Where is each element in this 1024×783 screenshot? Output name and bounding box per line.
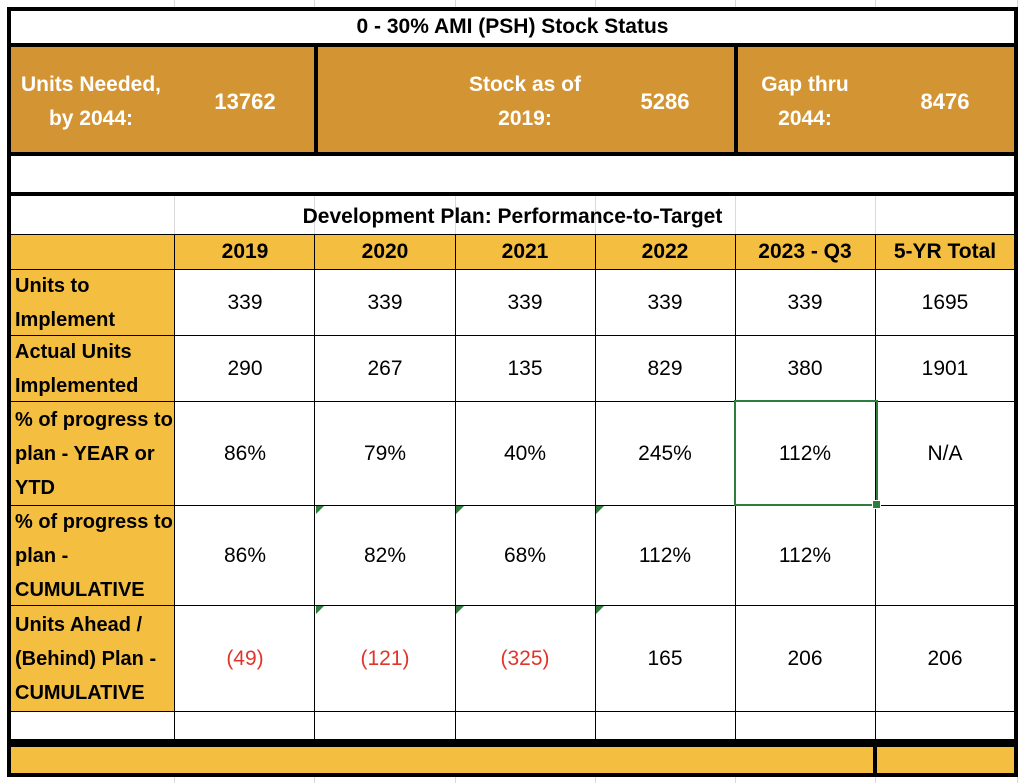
cell-actual-units-2023[interactable]: 380 — [787, 356, 823, 380]
cell-indicator-triangle — [316, 606, 324, 614]
row-label-progress-cumulative[interactable]: % of progress to plan - CUMULATIVE — [15, 510, 173, 601]
cell-ahead-behind-2022[interactable]: 165 — [647, 646, 683, 670]
cell-progress-cumulative-total[interactable] — [875, 506, 1015, 605]
cell-progress-year-2021[interactable]: 40% — [503, 441, 547, 465]
cell-units-to-implement-2022[interactable]: 339 — [647, 290, 683, 314]
plan-header-row — [11, 234, 1014, 269]
header-2019[interactable]: 2019 — [221, 239, 269, 263]
stats-separator — [734, 43, 738, 156]
gap-label[interactable]: Gap thru 2044: — [761, 73, 849, 130]
row-label-units-to-implement[interactable]: Units to Implement — [15, 274, 116, 331]
cell-indicator-triangle — [456, 606, 464, 614]
header-2022[interactable]: 2022 — [641, 239, 689, 263]
cell-progress-cumulative-2019[interactable]: 86% — [223, 543, 267, 567]
cell-progress-year-2023[interactable]: 112% — [778, 441, 832, 465]
cell-indicator-triangle — [456, 506, 464, 514]
bottom-band — [7, 743, 1018, 777]
cell-actual-units-2020[interactable]: 267 — [367, 356, 403, 380]
grid-line — [11, 335, 1014, 336]
cell-progress-year-2020[interactable]: 79% — [363, 441, 407, 465]
blank-row[interactable] — [7, 156, 1018, 196]
cell-ahead-behind-total[interactable]: 206 — [927, 646, 963, 670]
cell-units-to-implement-2019[interactable]: 339 — [227, 290, 263, 314]
stats-separator — [314, 43, 318, 156]
grid-line — [11, 605, 1014, 606]
units-needed-label[interactable]: Units Needed, by 2044: — [20, 73, 162, 130]
header-5yr-total[interactable]: 5-YR Total — [893, 239, 997, 263]
cell-progress-year-2022[interactable]: 245% — [638, 441, 692, 465]
cell-units-to-implement-2023[interactable]: 339 — [787, 290, 823, 314]
cell-ahead-behind-2023[interactable]: 206 — [787, 646, 823, 670]
selected-cell-border[interactable] — [734, 400, 878, 506]
stock-value[interactable]: 5286 — [640, 89, 690, 114]
header-2020[interactable]: 2020 — [361, 239, 409, 263]
cell-units-to-implement-total[interactable]: 1695 — [921, 290, 969, 314]
cell-actual-units-2021[interactable]: 135 — [507, 356, 543, 380]
plan-title[interactable]: Development Plan: Performance-to-Target — [302, 205, 723, 228]
cell-ahead-behind-2021[interactable]: (325) — [500, 646, 550, 670]
cell-actual-units-2019[interactable]: 290 — [227, 356, 263, 380]
grid-line — [11, 711, 1014, 712]
grid-line — [314, 234, 315, 743]
grid-line — [595, 234, 596, 743]
empty-row[interactable] — [175, 712, 1015, 743]
cell-progress-cumulative-2020[interactable]: 82% — [363, 543, 407, 567]
stock-label[interactable]: Stock as of 2019: — [468, 73, 582, 130]
grid-line — [11, 269, 1014, 270]
grid-line — [875, 234, 876, 743]
cell-progress-cumulative-2021[interactable]: 68% — [503, 543, 547, 567]
cell-progress-year-2019[interactable]: 86% — [223, 441, 267, 465]
bottom-band-separator — [873, 743, 877, 777]
cell-units-to-implement-2020[interactable]: 339 — [367, 290, 403, 314]
grid-line — [11, 401, 1014, 402]
cell-actual-units-total[interactable]: 1901 — [921, 356, 969, 380]
grid-line — [11, 505, 1014, 506]
development-plan-frame — [7, 196, 1018, 743]
header-2023-q3[interactable]: 2023 - Q3 — [758, 239, 852, 263]
grid-line — [174, 234, 175, 743]
header-2021[interactable]: 2021 — [501, 239, 549, 263]
units-needed-value[interactable]: 13762 — [214, 89, 276, 114]
cell-progress-cumulative-2022[interactable]: 112% — [638, 543, 692, 567]
cell-actual-units-2022[interactable]: 829 — [647, 356, 683, 380]
grid-line — [11, 234, 1014, 235]
cell-progress-cumulative-2023[interactable]: 112% — [778, 543, 832, 567]
cell-units-to-implement-2021[interactable]: 339 — [507, 290, 543, 314]
row-label-progress-year[interactable]: % of progress to plan - YEAR or YTD — [15, 408, 173, 499]
cell-indicator-triangle — [596, 606, 604, 614]
cell-ahead-behind-2019[interactable]: (49) — [226, 646, 264, 670]
page-title[interactable]: 0 - 30% AMI (PSH) Stock Status — [356, 15, 669, 38]
cell-ahead-behind-2020[interactable]: (121) — [360, 646, 410, 670]
row-label-actual-units[interactable]: Actual Units Implemented — [15, 340, 139, 397]
fill-handle[interactable] — [872, 500, 881, 509]
row-label-units-ahead-behind[interactable]: Units Ahead / (Behind) Plan - CUMULATIVE — [15, 613, 157, 704]
grid-line — [455, 234, 456, 743]
cell-indicator-triangle — [316, 506, 324, 514]
row-label-column — [11, 269, 175, 711]
cell-progress-year-total[interactable]: N/A — [927, 441, 963, 465]
cell-indicator-triangle — [596, 506, 604, 514]
stats-band — [7, 43, 1018, 156]
title-band — [7, 7, 1018, 43]
gap-value[interactable]: 8476 — [920, 89, 970, 114]
